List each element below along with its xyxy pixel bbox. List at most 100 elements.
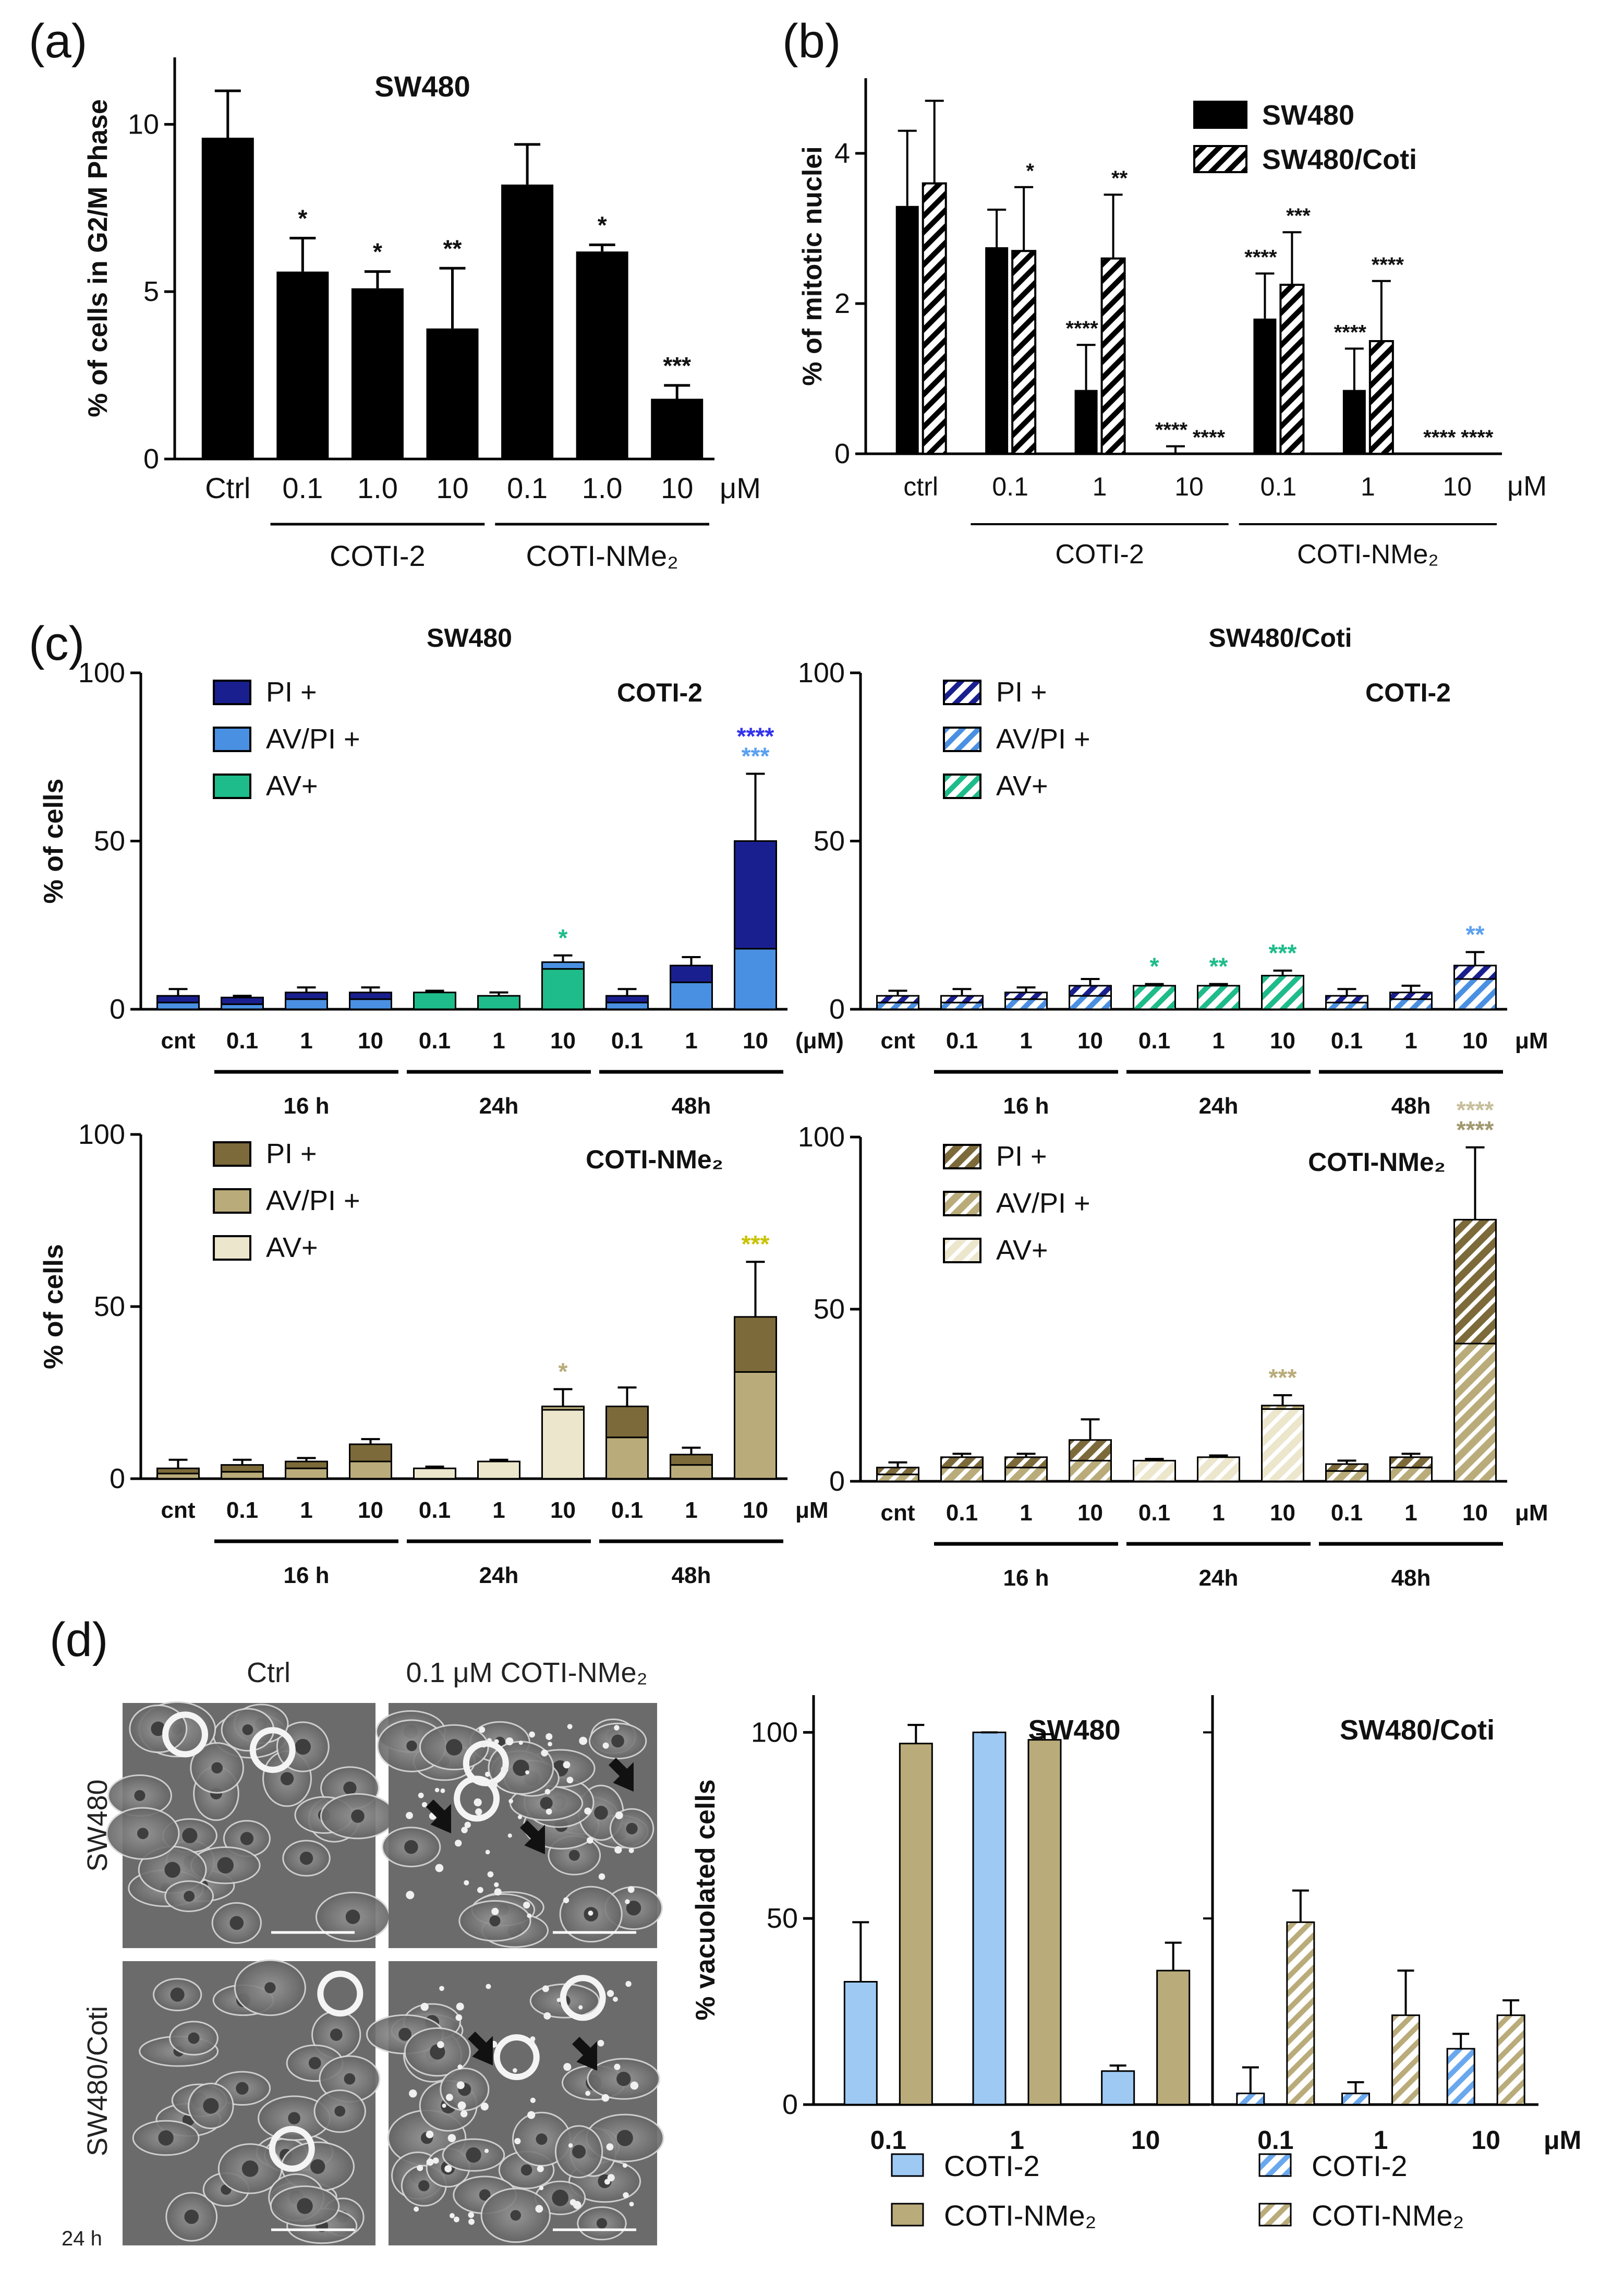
photo-ctrl-sw480-rounded-cell	[162, 1711, 209, 1758]
photo-ctrl-sw480-nucleus	[217, 1857, 234, 1874]
chart-a-xtick-label: 10	[436, 472, 468, 504]
chart-b-bar	[1368, 340, 1394, 455]
chart-d1-legend-swatch	[891, 2203, 924, 2227]
chart-c1-significance: ****	[737, 723, 774, 750]
chart-c3-xtick-label: 1	[300, 1497, 312, 1523]
photo-ctrl-sw480-nucleus	[242, 1724, 253, 1735]
photo-treated-sw480-vacuole	[487, 1871, 494, 1878]
chart-b-significance: ****	[1065, 317, 1098, 340]
chart-a-xtick-label: Ctrl	[205, 472, 250, 504]
chart-c1-xtick-label: cnt	[161, 1028, 196, 1054]
photo-treated-resistant-vacuole	[578, 2005, 583, 2010]
chart-d2-bar	[1391, 2014, 1420, 2106]
chart-c1-ylabel: % of cells	[39, 779, 69, 904]
chart-c3-xtick-label: 10	[550, 1497, 576, 1523]
photo-treated-sw480-vacuole	[440, 1788, 445, 1793]
chart-b-xtick-label: 10	[1443, 472, 1472, 501]
chart-c4-segment-pi	[1389, 1456, 1433, 1469]
chart-c2-segment-avpi	[1004, 998, 1048, 1010]
chart-c4-segment-avpi	[1004, 1467, 1048, 1482]
chart-c3-segment-av	[541, 1409, 585, 1480]
chart-c2-segment-pi	[1325, 995, 1368, 1004]
chart-c4-segment-avpi	[1069, 1459, 1112, 1482]
photo-treated-resistant-vacuole	[437, 2041, 444, 2048]
photo-treated-resistant-vacuole	[409, 2089, 417, 2098]
photo-ctrl-sw480-nucleus	[280, 1772, 294, 1785]
chart-c2-segment-av	[1197, 985, 1240, 1010]
photo-treated-resistant	[366, 1961, 664, 2245]
chart-c2-time-label: 24h	[1199, 1093, 1239, 1119]
photo-treated-resistant-vacuole	[456, 2002, 464, 2011]
photo-treated-sw480-vacuole	[505, 1737, 514, 1746]
chart-c2-legend-label: PI +	[996, 676, 1047, 708]
chart-d1-ylabel: % vacuolated cells	[690, 1779, 721, 2020]
chart-a-xtick-label: 1.0	[357, 472, 398, 504]
chart-b-bar	[1074, 390, 1098, 454]
photo-treated-resistant-vacuole	[449, 2213, 455, 2218]
photo-treated-sw480-vacuole	[579, 1736, 587, 1745]
chart-c2-segment-pi	[1453, 964, 1497, 980]
chart-c3-xtick-label: 10	[358, 1497, 383, 1523]
chart-b-bar	[1253, 318, 1277, 454]
photo-treated-resistant-vacuole	[630, 2081, 639, 2090]
photo-treated-sw480-nucleus	[594, 1806, 608, 1820]
chart-c4-segment-pi	[1004, 1456, 1048, 1469]
chart-a-ytick-label: 10	[128, 108, 159, 140]
chart-b-ylabel: % of mitotic nuclei	[797, 146, 828, 385]
chart-c4-xtick-label: 1	[1404, 1500, 1417, 1526]
photo-treated-resistant-rounded-cell	[493, 2034, 540, 2081]
chart-c1-segment-avpi	[285, 998, 328, 1010]
chart-d2-bar	[1236, 2093, 1265, 2106]
chart-c3-legend-label: AV+	[266, 1232, 318, 1263]
chart-c2-xtick-label: 1	[1212, 1028, 1225, 1054]
chart-c3-segment-avpi	[605, 1436, 649, 1480]
photo-treated-sw480-vacuole	[586, 1837, 593, 1844]
photo-treated-resistant-vacuole	[457, 2064, 463, 2070]
chart-b-ytick-label: 0	[834, 438, 850, 469]
photo-treated-resistant-vacuole	[453, 2216, 459, 2222]
photo-treated-sw480-vacuole	[588, 1910, 593, 1916]
photo-treated-resistant-vacuole	[530, 2097, 536, 2103]
photo-treated-sw480-nucleus	[489, 1915, 501, 1927]
chart-b-bar	[1100, 257, 1126, 455]
chart-d1-bar	[899, 1743, 933, 2106]
chart-a-ytick-label: 5	[143, 276, 159, 307]
photo-treated-resistant-vacuole	[468, 2218, 475, 2225]
photo-treated-sw480-vacuole	[523, 1901, 530, 1909]
photo-ctrl-resistant-nucleus	[170, 1987, 185, 2002]
chart-c2-xtick-label: 0.1	[1331, 1028, 1363, 1054]
photo-treated-sw480-nucleus	[568, 1850, 580, 1861]
chart-c1-segment-pi	[605, 995, 649, 1004]
chart-c4-legend-label: PI +	[996, 1141, 1047, 1172]
photo-ctrl-resistant-nucleus	[188, 2032, 200, 2044]
chart-c4-time-label: 48h	[1391, 1565, 1431, 1591]
photo-ctrl-sw480	[106, 1701, 396, 1948]
chart-c4-xtick-label: cnt	[881, 1500, 915, 1526]
photo-treated-sw480-vacuole	[507, 1833, 512, 1838]
photo-treated-sw480-vacuole	[494, 1739, 499, 1744]
photo-col-ctrl: Ctrl	[247, 1657, 290, 1688]
chart-c3-time-label: 16 h	[283, 1563, 329, 1588]
photo-treated-resistant-nucleus	[572, 2145, 586, 2159]
chart-c4-xtick-label: 10	[1462, 1500, 1488, 1526]
photo-treated-resistant-vacuole	[607, 1990, 614, 1997]
chart-c3-time-label: 24h	[479, 1563, 519, 1588]
chart-c4-xtick-label: 0.1	[1331, 1500, 1363, 1526]
chart-b-significance: ****	[1155, 419, 1188, 442]
photo-treated-resistant-vacuole	[530, 2036, 536, 2042]
photo-treated-sw480-vacuole	[628, 1847, 634, 1853]
photo-treated-sw480-vacuole	[406, 1891, 415, 1900]
chart-c4-segment-avpi	[1261, 1405, 1304, 1410]
chart-c1-segment-avpi	[670, 981, 713, 1010]
chart-c4-ytick-label: 0	[829, 1466, 845, 1497]
chart-c2-xtick-label: 0.1	[946, 1028, 978, 1054]
chart-a-bar	[351, 288, 404, 459]
chart-c3-segment-pi	[156, 1467, 200, 1475]
photo-treated-resistant-vacuole	[455, 2014, 463, 2021]
photo-treated-sw480-vacuole	[475, 1808, 482, 1816]
chart-c2-legend-swatch	[943, 680, 981, 705]
chart-c1-xtick-label: 1	[685, 1028, 697, 1054]
chart-a-significance: *	[598, 211, 607, 238]
chart-c1-segment-av	[477, 995, 520, 1010]
